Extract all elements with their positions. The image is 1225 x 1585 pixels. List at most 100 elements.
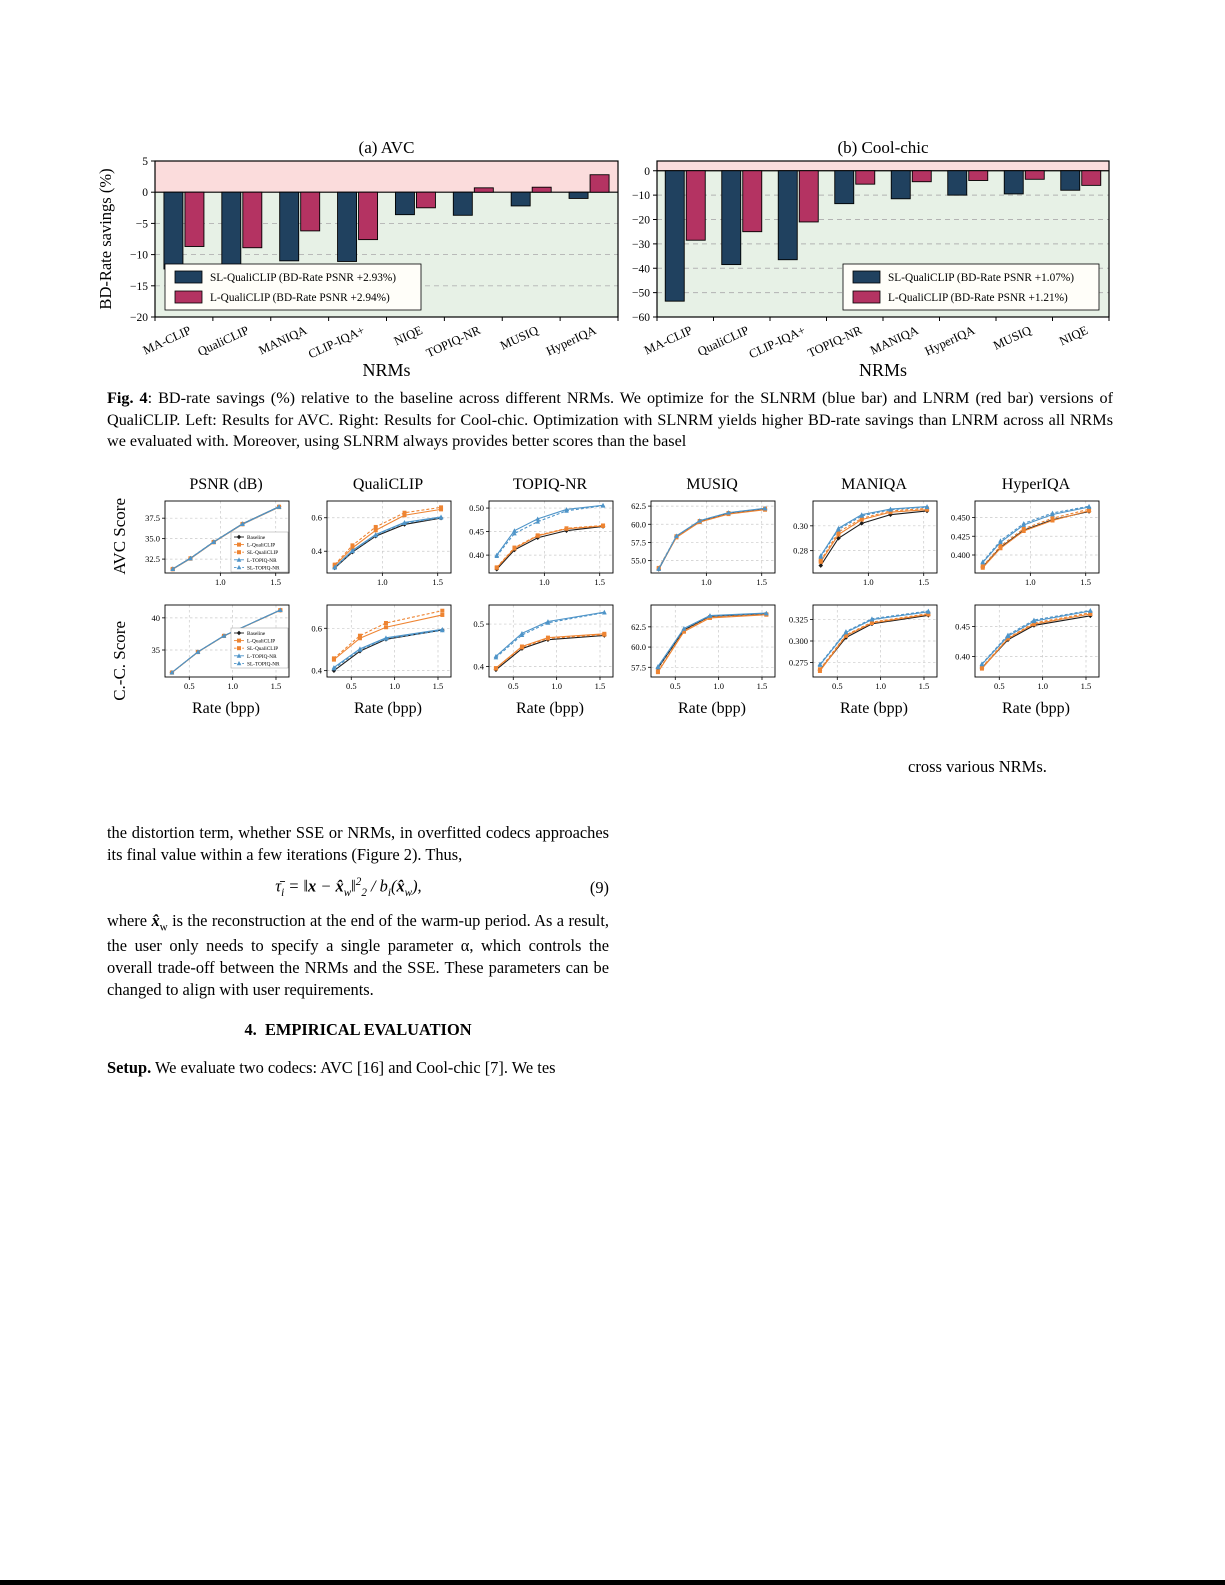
svg-text:1.0: 1.0 (377, 577, 388, 587)
svg-text:62.5: 62.5 (631, 501, 646, 511)
svg-text:1.0: 1.0 (215, 577, 226, 587)
svg-text:0.40: 0.40 (469, 550, 484, 560)
svg-text:(a) AVC: (a) AVC (359, 139, 415, 157)
svg-text:NIQE: NIQE (392, 323, 425, 348)
x-axis-label-rate-bpp: Rate (bpp) (192, 700, 260, 717)
svg-text:QualiCLIP: QualiCLIP (695, 323, 751, 359)
svg-text:−5: −5 (136, 218, 148, 230)
svg-text:35: 35 (152, 645, 161, 655)
svg-text:L-QualiCLIP (BD-Rate PSNR +2.9: L-QualiCLIP (BD-Rate PSNR +2.94%) (210, 292, 390, 304)
svg-text:0.4: 0.4 (311, 666, 322, 676)
svg-text:L-TOPIQ-NR: L-TOPIQ-NR (247, 558, 277, 564)
paragraph-distortion: the distortion term, whether SSE or NRMs… (107, 823, 609, 864)
svg-text:0.45: 0.45 (469, 527, 484, 537)
svg-text:L-TOPIQ-NR: L-TOPIQ-NR (247, 654, 277, 660)
svg-text:1.0: 1.0 (227, 681, 238, 691)
svg-text:1.5: 1.5 (595, 681, 606, 691)
svg-text:CLIP-IQA+: CLIP-IQA+ (306, 323, 367, 361)
svg-text:−30: −30 (632, 239, 650, 251)
svg-text:BD-Rate savings (%): BD-Rate savings (%) (98, 168, 115, 309)
svg-text:MUSIQ: MUSIQ (498, 323, 540, 353)
svg-text:60.0: 60.0 (631, 642, 646, 652)
panel-title-topiq-nr: TOPIQ-NR (512, 476, 588, 493)
figure4-caption-label: Fig. 4 (107, 389, 148, 407)
svg-text:TOPIQ-NR: TOPIQ-NR (805, 323, 864, 361)
svg-text:−20: −20 (130, 312, 148, 324)
panel-svg-cc-musiq: 57.5 60.0 62.5 0.5 1.0 1.5 (631, 604, 776, 691)
svg-text:1.5: 1.5 (919, 681, 930, 691)
svg-text:1.5: 1.5 (1080, 577, 1091, 587)
figure4-caption: Fig. 4: BD-rate savings (%) relative to … (107, 388, 1113, 453)
svg-text:5: 5 (142, 156, 148, 168)
svg-text:−40: −40 (632, 263, 650, 275)
line-panel-avc-musiq: MUSIQ 55.0 57.5 60.0 62.5 1.0 1.5 (618, 476, 780, 596)
svg-text:0.275: 0.275 (789, 657, 808, 667)
svg-text:1.0: 1.0 (389, 681, 400, 691)
svg-text:1.0: 1.0 (539, 577, 550, 587)
svg-text:NRMs: NRMs (362, 360, 410, 380)
svg-text:1.5: 1.5 (271, 681, 282, 691)
svg-text:1.5: 1.5 (1081, 681, 1092, 691)
svg-text:1.5: 1.5 (918, 577, 929, 587)
svg-text:0.5: 0.5 (184, 681, 195, 691)
panel-svg-cc-topiq-nr: 0.4 0.5 0.5 1.0 1.5 (473, 604, 614, 691)
svg-text:NRMs: NRMs (859, 360, 907, 380)
svg-text:TOPIQ-NR: TOPIQ-NR (424, 323, 483, 361)
svg-text:HyperIQA: HyperIQA (544, 323, 598, 358)
panel-title-qualiclip: QualiCLIP (352, 476, 424, 493)
paragraph-setup: Setup. We evaluate two codecs: AVC [16] … (107, 1057, 556, 1077)
svg-text:0.325: 0.325 (789, 615, 808, 625)
svg-text:−60: −60 (632, 312, 650, 324)
svg-text:−10: −10 (632, 190, 650, 202)
svg-text:0.40: 0.40 (955, 652, 970, 662)
svg-text:SL-QualiCLIP (BD-Rate PSNR +1.: SL-QualiCLIP (BD-Rate PSNR +1.07%) (888, 272, 1074, 284)
panel-svg-cc-qualiclip: 0.4 0.6 0.5 1.0 1.5 (311, 604, 452, 691)
svg-text:32.5: 32.5 (145, 554, 160, 564)
svg-text:0.5: 0.5 (832, 681, 843, 691)
svg-text:0.50: 0.50 (469, 503, 484, 513)
line-panel-cc-psnr: 35 40 0.5 1.0 1.5 Baseline L-QualiCLIP SL-Quali… (132, 600, 294, 722)
svg-text:0.45: 0.45 (955, 622, 970, 632)
line-panel-cc-topiq-nr: 0.4 0.5 0.5 1.0 1.5 Rate (bpp) (456, 600, 618, 722)
svg-text:0.4: 0.4 (473, 661, 484, 671)
svg-text:1.5: 1.5 (270, 577, 281, 587)
panel-svg-cc-maniqa: 0.275 0.300 0.325 0.5 1.0 1.5 (789, 604, 938, 691)
line-grid-row-avc: AVC Score PSNR (dB) 32.5 35.0 37.5 1.0 1.5 Base… (108, 476, 1104, 596)
svg-text:SL-QualiCLIP: SL-QualiCLIP (247, 550, 278, 556)
figure5-line-grid: AVC Score PSNR (dB) 32.5 35.0 37.5 1.0 1.5 Base… (108, 476, 1104, 722)
panel-svg-avc-psnr: 32.535.037.51.0 1.5BaselineL-QualiCLIPSL-… (145, 500, 290, 587)
x-axis-label-rate-bpp: Rate (bpp) (354, 700, 422, 717)
panel-title-hyperiqa: HyperIQA (1001, 476, 1071, 493)
panel-svg-cc-psnr: 35 40 0.5 1.0 1.5 Baseline L-QualiCLIPSL-Quali… (152, 604, 290, 691)
svg-text:Baseline: Baseline (247, 535, 266, 541)
figure4-bar-charts: 5 0 −5 −10 −15 −20 MA-CLIP QualiCLIP MANIQA CLIP-… (96, 138, 1124, 386)
svg-text:0: 0 (142, 187, 148, 199)
svg-text:60.0: 60.0 (631, 519, 646, 529)
row-label-cc-score: C.-C. Score (110, 621, 129, 701)
svg-text:QualiCLIP: QualiCLIP (195, 323, 251, 359)
line-panel-avc-qualiclip: QualiCLIP 0.4 0.6 1.0 1.5 (294, 476, 456, 596)
svg-text:L-QualiCLIP: L-QualiCLIP (247, 543, 275, 549)
svg-text:1.5: 1.5 (433, 681, 444, 691)
line-grid-row-coolchic: C.-C. Score 35 40 0.5 1.0 1.5 Baseline L-QualiC… (108, 600, 1104, 722)
svg-text:55.0: 55.0 (631, 556, 646, 566)
bar-chart-coolchic: 0 −10 −20 −30 −40 −50 −60 MA-CLIP QualiCLIP CLIP-… (627, 138, 1124, 386)
line-panel-cc-qualiclip: 0.4 0.6 0.5 1.0 1.5 Rate (bpp) (294, 600, 456, 722)
svg-text:1.5: 1.5 (594, 577, 605, 587)
svg-text:MUSIQ: MUSIQ (991, 323, 1033, 353)
svg-text:0.6: 0.6 (311, 513, 322, 523)
section-heading-empirical-evaluation: 4. EMPIRICAL EVALUATION (244, 1019, 472, 1039)
svg-text:SL-TOPIQ-NR: SL-TOPIQ-NR (247, 661, 280, 667)
svg-text:1.0: 1.0 (1025, 577, 1036, 587)
svg-text:CLIP-IQA+: CLIP-IQA+ (747, 323, 808, 361)
svg-text:−50: −50 (632, 288, 650, 300)
svg-text:0.400: 0.400 (951, 550, 970, 560)
svg-text:0.4: 0.4 (311, 546, 322, 556)
line-panel-cc-maniqa: 0.275 0.300 0.325 0.5 1.0 1.5 Rate (bpp) (780, 600, 942, 722)
svg-text:MANIQA: MANIQA (868, 323, 920, 357)
svg-text:0.300: 0.300 (789, 636, 808, 646)
bar-chart-avc: 5 0 −5 −10 −15 −20 MA-CLIP QualiCLIP MANIQA CLIP-… (96, 138, 625, 386)
svg-text:MA-CLIP: MA-CLIP (141, 323, 194, 357)
